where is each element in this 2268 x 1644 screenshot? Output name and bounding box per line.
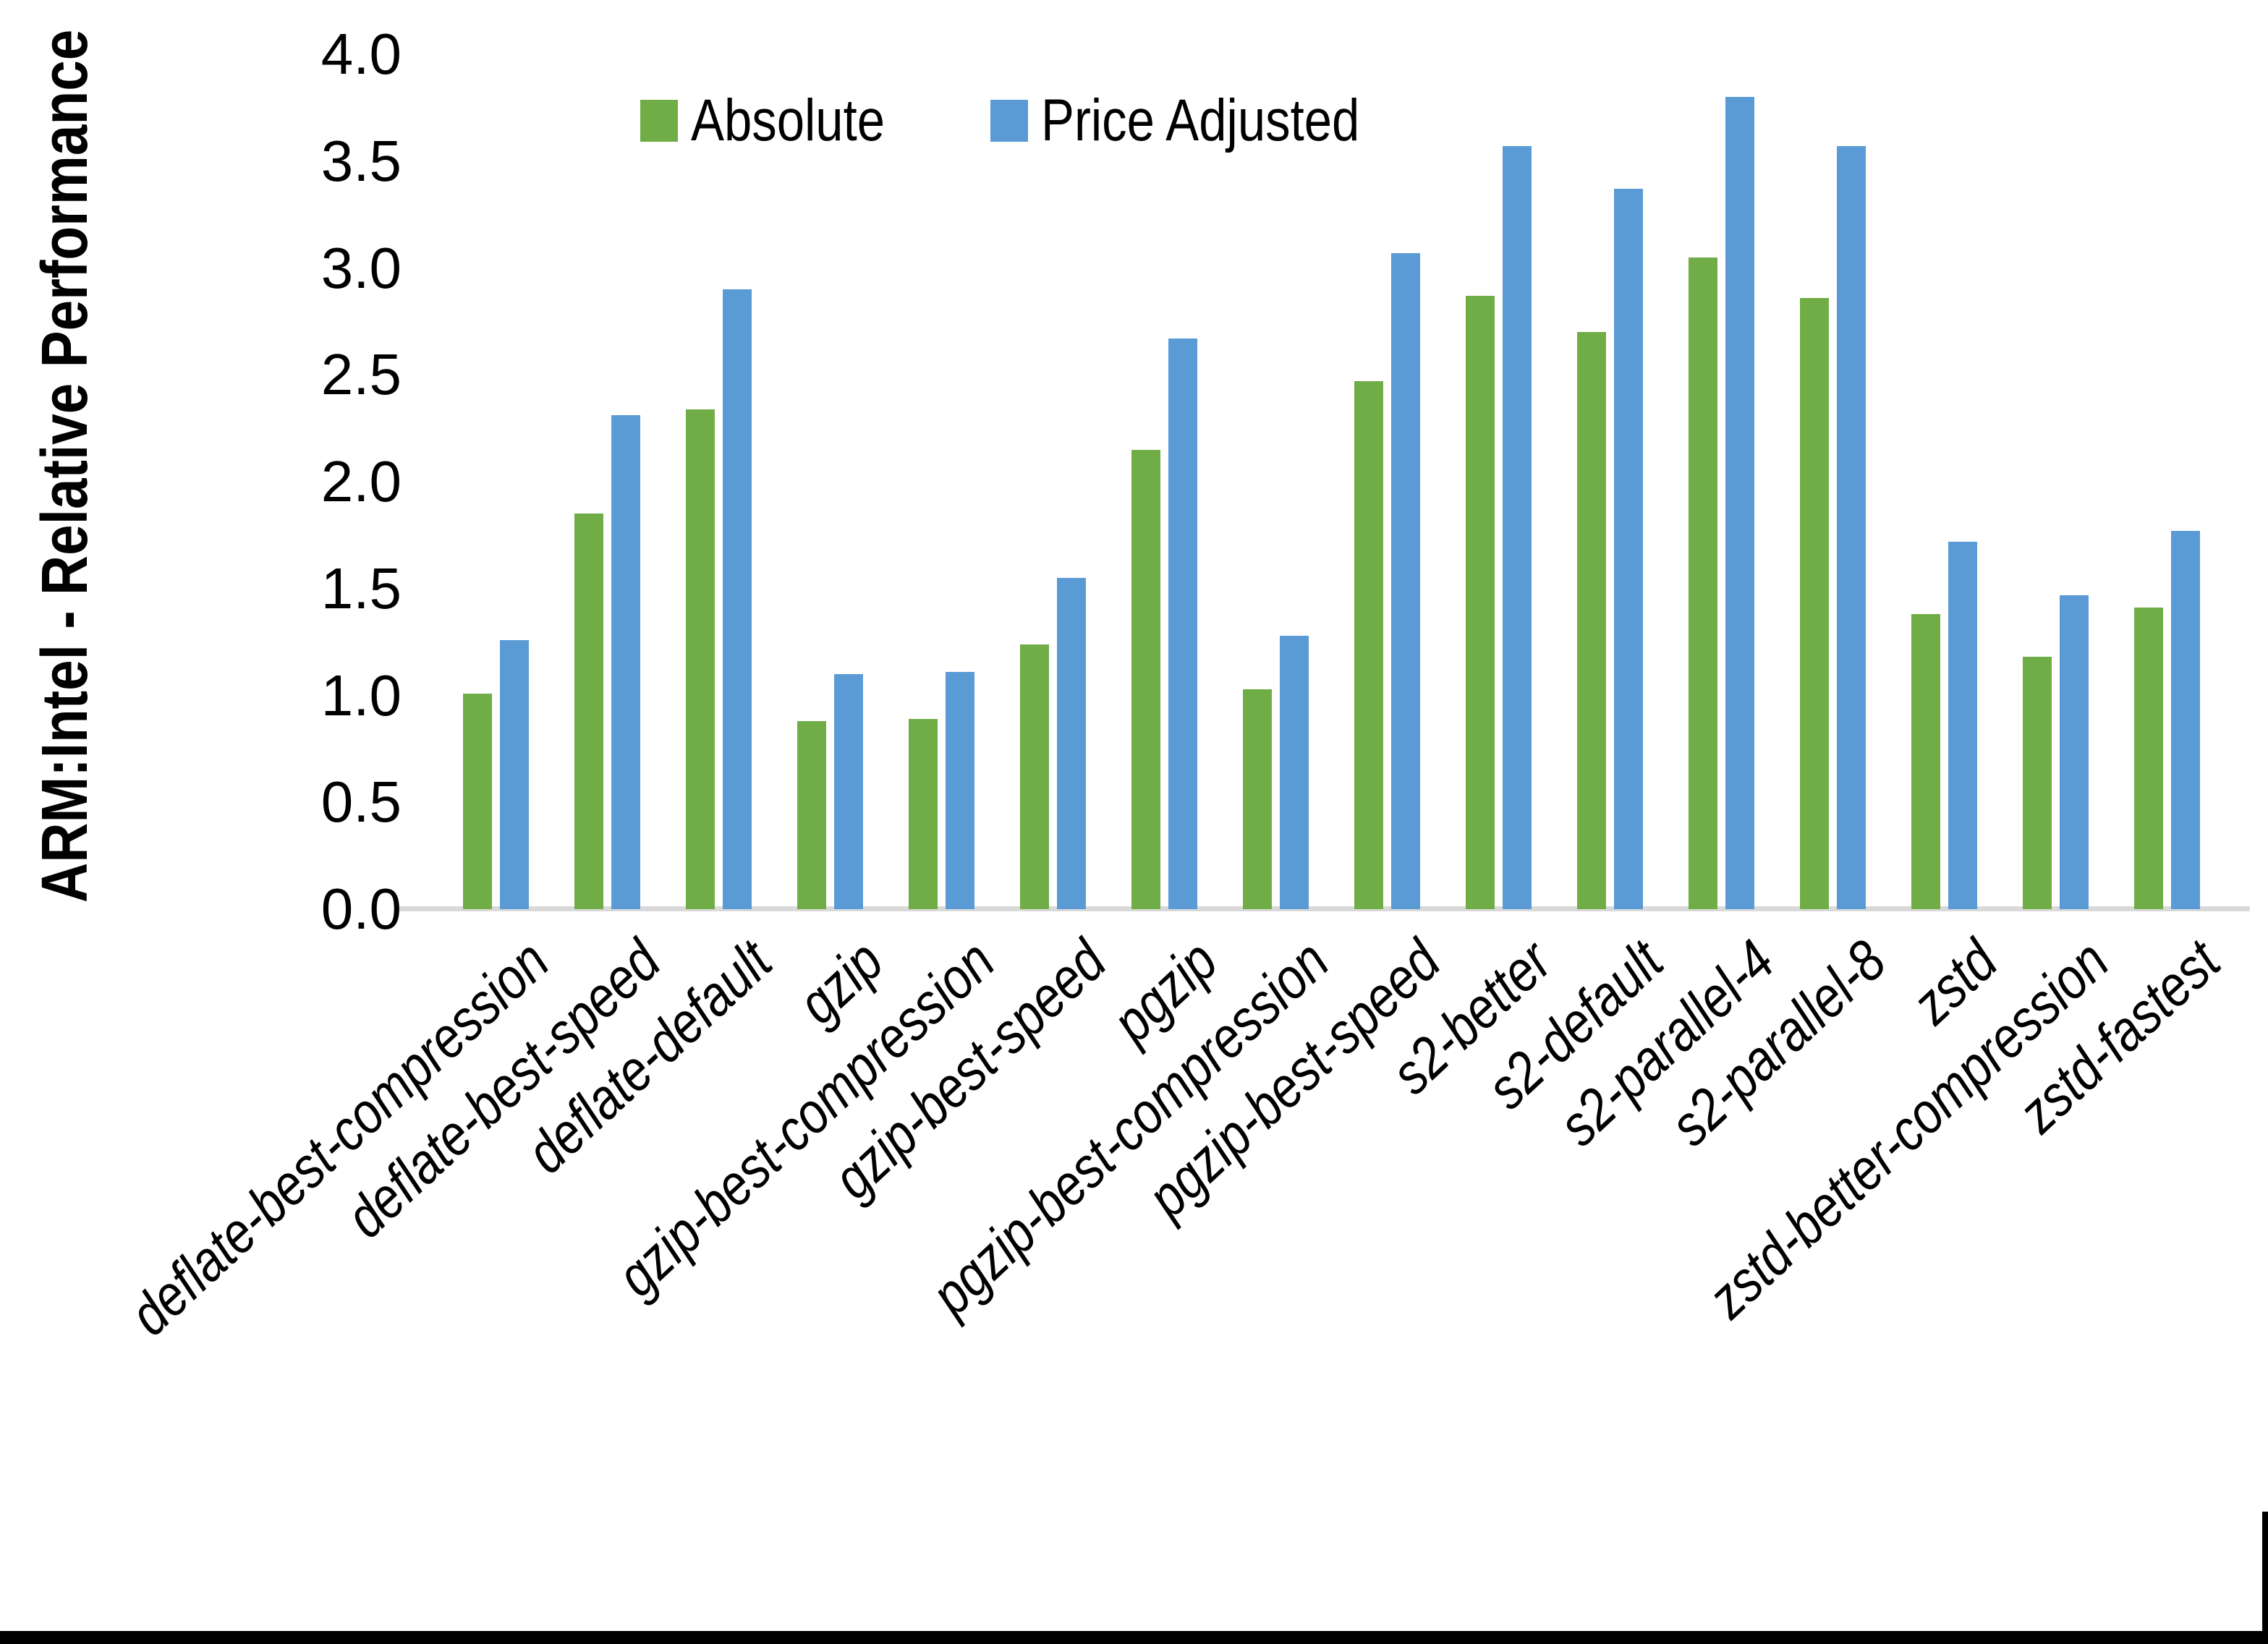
legend-swatch-price-adjusted <box>990 100 1029 142</box>
bar-absolute-deflate-default <box>686 409 715 909</box>
bar-absolute-gzip-best-speed <box>1020 644 1049 909</box>
y-tick-label: 3.0 <box>320 235 402 300</box>
legend-item-absolute: Absolute <box>640 88 922 153</box>
bar-absolute-s2-parallel-4 <box>1689 257 1717 909</box>
bar-price-adjusted-deflate-best-speed <box>611 415 640 909</box>
bar-absolute-deflate-best-compression <box>463 694 492 909</box>
y-tick-label: 4.0 <box>320 22 402 86</box>
bar-price-adjusted-gzip <box>834 674 863 909</box>
bar-absolute-gzip <box>797 721 826 909</box>
frame-right-edge <box>2262 1512 2268 1644</box>
bar-price-adjusted-s2-default <box>1614 189 1643 909</box>
bar-price-adjusted-deflate-default <box>723 289 752 909</box>
bar-price-adjusted-pgzip-best-speed <box>1391 253 1420 909</box>
y-tick-label: 0.0 <box>320 877 402 941</box>
bar-absolute-pgzip-best-speed <box>1354 381 1383 909</box>
legend-label-absolute: Absolute <box>691 88 885 153</box>
bar-price-adjusted-zstd <box>1948 542 1977 909</box>
bar-price-adjusted-s2-parallel-4 <box>1725 97 1754 909</box>
frame-bottom-edge <box>0 1631 2268 1644</box>
bar-absolute-pgzip <box>1131 450 1160 909</box>
y-tick-label: 1.0 <box>320 663 402 728</box>
bar-price-adjusted-gzip-best-compression <box>946 672 974 909</box>
y-tick-label: 2.5 <box>320 342 402 407</box>
y-tick-label: 0.5 <box>320 770 402 835</box>
bar-absolute-zstd-fastest <box>2134 608 2163 909</box>
legend-swatch-absolute <box>640 100 678 142</box>
bar-absolute-zstd-better-compression <box>2023 657 2052 909</box>
x-axis-line <box>399 906 2250 911</box>
legend: Absolute Price Adjusted <box>640 88 1420 153</box>
y-tick-label: 3.5 <box>320 128 402 193</box>
bar-absolute-zstd <box>1911 614 1940 909</box>
bar-price-adjusted-s2-better <box>1503 146 1532 909</box>
bar-absolute-s2-parallel-8 <box>1800 298 1829 909</box>
bar-absolute-deflate-best-speed <box>574 514 603 909</box>
legend-item-price-adjusted: Price Adjusted <box>990 88 1420 153</box>
y-tick-label: 1.5 <box>320 555 402 621</box>
bar-price-adjusted-zstd-fastest <box>2171 531 2200 909</box>
bar-absolute-gzip-best-compression <box>909 719 938 909</box>
bar-price-adjusted-zstd-better-compression <box>2060 595 2089 909</box>
y-axis-title: ARM:Intel - Relative Performance <box>29 29 101 903</box>
bar-price-adjusted-deflate-best-compression <box>500 640 529 909</box>
bar-price-adjusted-pgzip <box>1168 338 1197 909</box>
y-tick-label: 2.0 <box>320 449 402 514</box>
bar-price-adjusted-pgzip-best-compression <box>1280 636 1309 909</box>
bar-absolute-s2-better <box>1466 296 1495 909</box>
legend-label-price-adjusted: Price Adjusted <box>1041 88 1360 153</box>
bar-absolute-pgzip-best-compression <box>1243 689 1272 909</box>
bar-absolute-s2-default <box>1577 332 1606 909</box>
bar-price-adjusted-gzip-best-speed <box>1057 578 1086 909</box>
bar-price-adjusted-s2-parallel-8 <box>1837 146 1866 909</box>
